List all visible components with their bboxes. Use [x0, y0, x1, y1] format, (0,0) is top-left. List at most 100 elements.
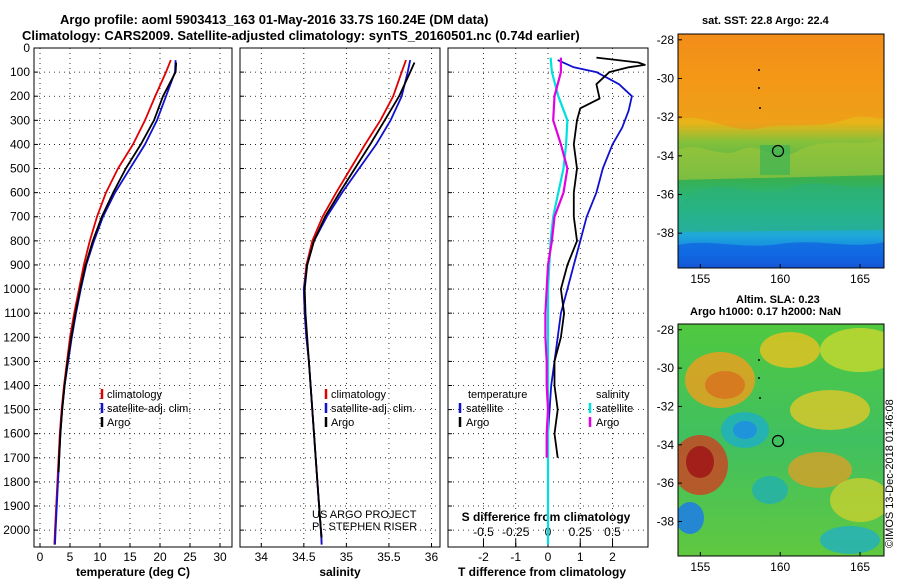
sla-map-frame	[677, 323, 885, 557]
series-line-satellite-adj-clim-	[54, 60, 177, 545]
depth-tick-label: 600	[10, 186, 30, 200]
depth-tick-label: 1900	[3, 499, 30, 513]
sst-map-frame	[677, 33, 885, 269]
map-lat-label: -30	[657, 71, 675, 85]
x-tick-label: 5	[67, 550, 74, 564]
legend-label: Argo	[107, 417, 130, 429]
x-tick-label: 25	[183, 550, 197, 564]
x-tick-label: 35	[340, 550, 354, 564]
x-tick-label: 2	[609, 550, 616, 564]
depth-tick-label: 1100	[4, 306, 30, 320]
salinity-panel-frame	[239, 47, 441, 548]
series-line-climatology	[302, 59, 407, 545]
legend-label: satellite	[596, 403, 633, 415]
depth-tick-label: 1000	[3, 282, 30, 296]
depth-tick-label: 800	[10, 234, 30, 248]
series-line-t-satellite	[547, 59, 633, 545]
sst-map: sat. SST: 22.8 Argo: 22.4 -28 -30 -32 -34 -3…	[657, 15, 885, 286]
map-lat-label: -34	[657, 438, 675, 452]
x-axis-label: temperature (deg C)	[76, 565, 190, 579]
salinity-panel: 34 34.5 35 35.5 36 salinity climatology satelli…	[239, 47, 441, 579]
depth-tick-label: 1200	[3, 330, 30, 344]
sla-map-title-line2: Argo h1000: 0.17 h2000: NaN	[690, 306, 841, 318]
legend-title-temperature: temperature	[468, 389, 527, 401]
difference-panel: -2 -1 0 1 2T difference from climatology S di…	[447, 47, 649, 579]
sst-map-image	[678, 34, 884, 268]
depth-tick-label: 100	[10, 65, 30, 79]
s-tick-label: -0.25	[502, 525, 530, 539]
argo-location-marker-sla	[771, 434, 785, 448]
legend-label: satellite-adj. clim.	[331, 403, 415, 415]
depth-tick-label: 700	[10, 210, 30, 224]
header-title-line1: Argo profile: aoml 5903413_163 01-May-20…	[60, 12, 489, 27]
x-tick-label: 34	[255, 550, 269, 564]
x-axis-label: T difference from climatology	[458, 565, 626, 579]
x-tick-label: 35.5	[377, 550, 401, 564]
map-lat-label: -38	[657, 514, 675, 528]
depth-tick-label: 400	[10, 137, 30, 151]
x-tick-label: 30	[213, 550, 227, 564]
series-line-satellite-adj-clim-	[302, 59, 412, 545]
series-line-t-argo	[553, 56, 646, 458]
legend-label: satellite-adj. clim.	[107, 403, 191, 415]
depth-tick-label: 1500	[3, 403, 30, 417]
sla-map-image	[678, 324, 884, 556]
x-tick-label: 10	[93, 550, 107, 564]
map-lat-label: -30	[657, 361, 675, 375]
map-lon-label: 155	[690, 272, 710, 286]
credit-line2: PI: STEPHEN RISER	[312, 521, 417, 533]
x-tick-label: 0	[37, 550, 44, 564]
map-lat-label: -34	[657, 149, 675, 163]
legend-label: Argo	[331, 417, 354, 429]
header-title-line2: Climatology: CARS2009. Satellite-adjuste…	[22, 28, 580, 43]
x-tick-label: -1	[510, 550, 521, 564]
map-lat-label: -38	[657, 226, 675, 240]
map-lat-label: -32	[657, 110, 675, 124]
map-lon-label: 160	[770, 560, 790, 574]
s-tick-label: 0.5	[604, 525, 621, 539]
depth-tick-label: 200	[10, 89, 30, 103]
legend-label: climatology	[331, 389, 387, 401]
depth-tick-label: 2000	[3, 523, 30, 537]
sla-map: Altim. SLA: 0.23 Argo h1000: 0.17 h2000:…	[657, 294, 885, 574]
x-tick-label: 0	[545, 550, 552, 564]
x-tick-label: 1	[577, 550, 584, 564]
legend-label: Argo	[466, 417, 489, 429]
argo-location-marker	[771, 144, 785, 158]
depth-tick-label: 1600	[3, 427, 30, 441]
series-line-argo	[57, 62, 178, 473]
map-lat-label: -36	[657, 188, 675, 202]
x-tick-label: 34.5	[292, 550, 316, 564]
temperature-panel: 0 5 10 15 20 25 30 temperature (deg C) climatolo…	[33, 47, 233, 579]
depth-tick-label: 1700	[3, 451, 30, 465]
depth-tick-label: 300	[10, 113, 30, 127]
credit-line1: US ARGO PROJECT	[312, 509, 417, 521]
s-axis-label: S difference from climatology	[462, 510, 631, 524]
legend-label: climatology	[107, 389, 163, 401]
depth-tick-label: 1300	[3, 354, 30, 368]
legend-title-salinity: salinity	[596, 389, 630, 401]
map-lon-label: 155	[690, 560, 710, 574]
depth-tick-label: 1400	[3, 378, 30, 392]
map-lat-label: -28	[657, 323, 675, 337]
x-tick-label: 36	[425, 550, 439, 564]
series-line-argo	[303, 62, 416, 538]
x-tick-label: 15	[123, 550, 137, 564]
sst-map-title: sat. SST: 22.8 Argo: 22.4	[702, 15, 830, 27]
map-lon-label: 160	[770, 272, 790, 286]
depth-tick-label: 1800	[3, 475, 30, 489]
depth-tick-label: 0	[23, 41, 30, 55]
series-line-climatology	[53, 59, 172, 545]
legend-label: satellite	[466, 403, 503, 415]
legend-label: Argo	[596, 417, 619, 429]
x-axis-label: salinity	[319, 565, 361, 579]
imos-stamp: ©IMOS 13-Dec-2018 01:46:08	[884, 399, 896, 548]
map-lon-label: 165	[850, 560, 870, 574]
depth-tick-label: 900	[10, 258, 30, 272]
s-tick-label: -0.5	[473, 525, 494, 539]
x-tick-label: 20	[153, 550, 167, 564]
depth-axis: 0 100 200 300 400 500 600 700 800 900 1000 1100 1200…	[3, 41, 30, 537]
depth-tick-label: 500	[10, 162, 30, 176]
